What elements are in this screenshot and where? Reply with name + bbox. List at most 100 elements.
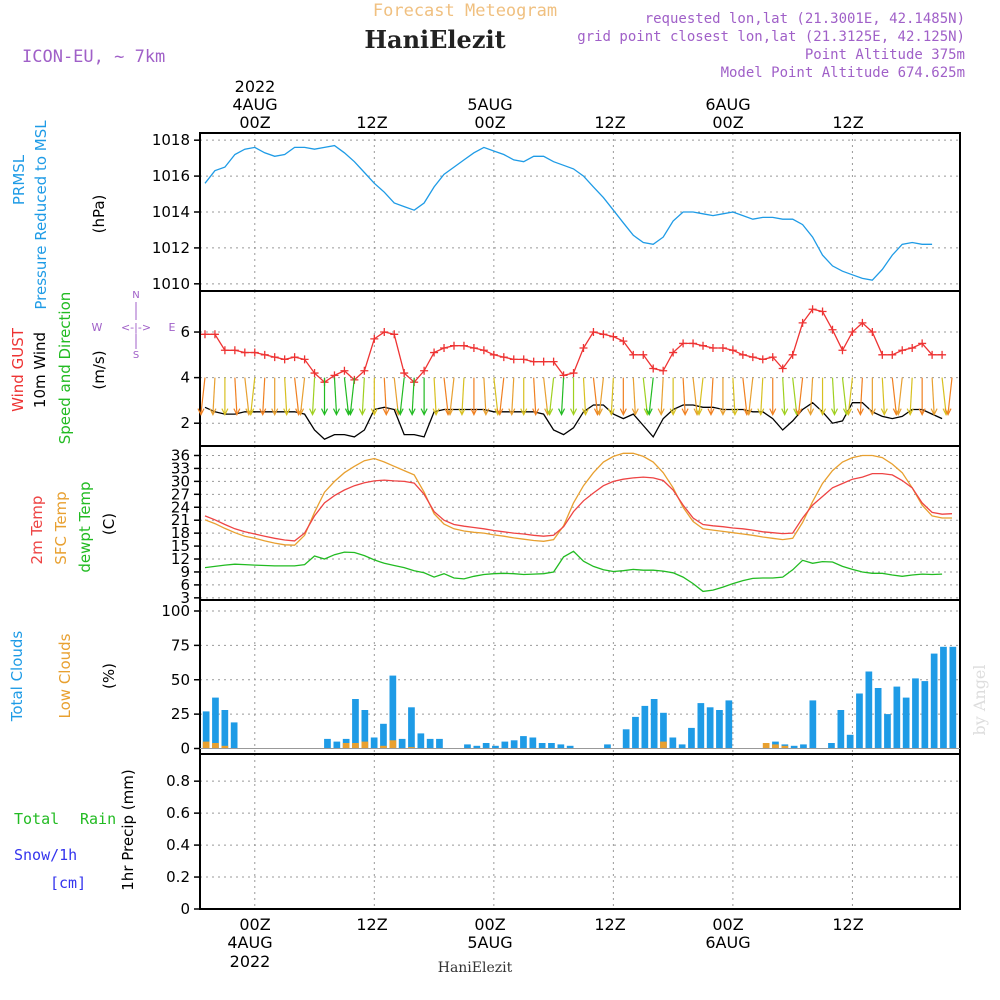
gust-marker [768, 353, 777, 362]
total-clouds-bar [678, 744, 686, 749]
wind-direction-arrow [449, 377, 455, 414]
gust-marker [529, 357, 538, 366]
wind-direction-arrow [461, 377, 465, 414]
precip-ytick-label: 0.6 [166, 804, 190, 822]
wind-direction-head [894, 408, 902, 416]
wind-direction-head [856, 408, 864, 416]
precip-ytick-label: 0.4 [166, 836, 190, 854]
top-hour-4: 12Z [594, 113, 625, 132]
top-hour-5: 00Z [712, 113, 743, 132]
temperature-ytick-label: 27 [171, 485, 190, 503]
gust-marker [619, 337, 628, 346]
clouds-ytick-label: 25 [171, 705, 190, 723]
gust-marker [848, 328, 857, 337]
bottom-hour-1: 00Z [239, 915, 270, 934]
total-clouds-label: Total Clouds [8, 631, 26, 723]
wind-direction-arrow [798, 377, 804, 414]
wind-direction-arrow [909, 377, 913, 414]
gust-marker [240, 348, 249, 357]
gust-marker [908, 343, 917, 352]
gust-marker [430, 348, 439, 357]
wind-direction-head [745, 408, 753, 416]
wind-line [204, 401, 943, 440]
wind-direction-arrow [399, 377, 405, 414]
total-clouds-bar [352, 699, 359, 749]
bottom-hour-6: 12Z [832, 915, 863, 934]
total-clouds-bar [464, 744, 471, 749]
sfc-label: SFC Temp [52, 491, 70, 564]
gust-marker [818, 307, 827, 316]
temperature-ytick-label: 30 [171, 472, 190, 490]
gust-marker [210, 330, 219, 339]
wind-direction-head [209, 408, 217, 416]
total-clouds-bar [436, 738, 443, 749]
wind-label: 10m Wind [31, 332, 49, 408]
wind-direction-arrow [598, 377, 605, 414]
low-clouds-bar [772, 744, 779, 749]
clouds-panel: 0 25 50 75 100 [161, 599, 961, 758]
gust-marker [260, 350, 269, 359]
wind-direction-head [619, 408, 627, 416]
wind-direction-head [757, 408, 765, 416]
gust-marker [579, 343, 588, 352]
wind-unit: (m/s) [90, 350, 108, 389]
total-clouds-bar [790, 745, 798, 749]
gust-marker [858, 318, 867, 327]
temp2m-line [204, 472, 953, 542]
wind-direction-head [358, 408, 366, 416]
gust-marker [748, 353, 757, 362]
wind-direction-head [470, 408, 478, 416]
wind-direction-arrow [234, 377, 238, 414]
wind-direction-head [695, 408, 703, 416]
clouds-ytick-label: 50 [171, 671, 190, 689]
watermark: by Angel [970, 664, 989, 735]
low-clouds-bar [762, 743, 770, 749]
low-clouds-label: Low Clouds [56, 633, 74, 718]
gust-marker [778, 364, 787, 373]
wind-direction-head [221, 408, 229, 416]
bottom-year: 2022 [230, 952, 271, 971]
wind-direction-arrow [212, 377, 216, 414]
wind-direction-head [558, 408, 566, 416]
total-clouds-bar [510, 740, 518, 749]
top-hour-2: 12Z [356, 113, 387, 132]
compass-west: W [92, 321, 103, 334]
gust-marker [758, 355, 767, 364]
rain-label: Rain [80, 810, 116, 828]
total-clouds-bar [426, 738, 434, 749]
gust-marker [230, 346, 239, 355]
pressure-line [204, 144, 933, 281]
low-clouds-bar [202, 741, 210, 749]
gust-marker [798, 318, 807, 327]
wind-direction-arrow [582, 377, 587, 414]
wind-direction-arrow [742, 377, 748, 414]
total-clouds-bar [697, 703, 705, 749]
total-clouds-bar [557, 744, 565, 749]
wind-direction-head [906, 408, 914, 416]
wind-direction-head [233, 408, 241, 416]
wind-direction-arrow [343, 377, 350, 414]
temperature-ytick-label: 9 [180, 563, 190, 581]
wind-direction-head [546, 408, 554, 416]
gust-marker [220, 346, 229, 355]
wind-direction-head [482, 408, 490, 416]
pressure-ytick-label: 1016 [152, 167, 190, 185]
wind-direction-head [607, 408, 615, 416]
bottom-hour-5: 00Z [712, 915, 743, 934]
gridpoint-coords: grid point closest lon,lat (21.3125E, 42… [577, 29, 965, 45]
wind-direction-arrow [294, 377, 300, 414]
wind-direction-arrow [931, 377, 935, 414]
total-clouds-bar [949, 646, 957, 749]
wind-direction-arrow [891, 377, 897, 414]
wind-direction-head [868, 408, 876, 416]
wind-ytick-label: 2 [180, 414, 190, 432]
total-clouds-bar [837, 710, 845, 749]
wind-direction-arrow [533, 377, 537, 414]
wind-direction-arrow [311, 377, 316, 414]
wind-direction-arrow [710, 377, 714, 414]
wind-direction-head [247, 408, 255, 416]
wind-direction-arrow [841, 377, 848, 414]
clouds-frame [199, 599, 961, 755]
gust-marker [659, 366, 668, 375]
